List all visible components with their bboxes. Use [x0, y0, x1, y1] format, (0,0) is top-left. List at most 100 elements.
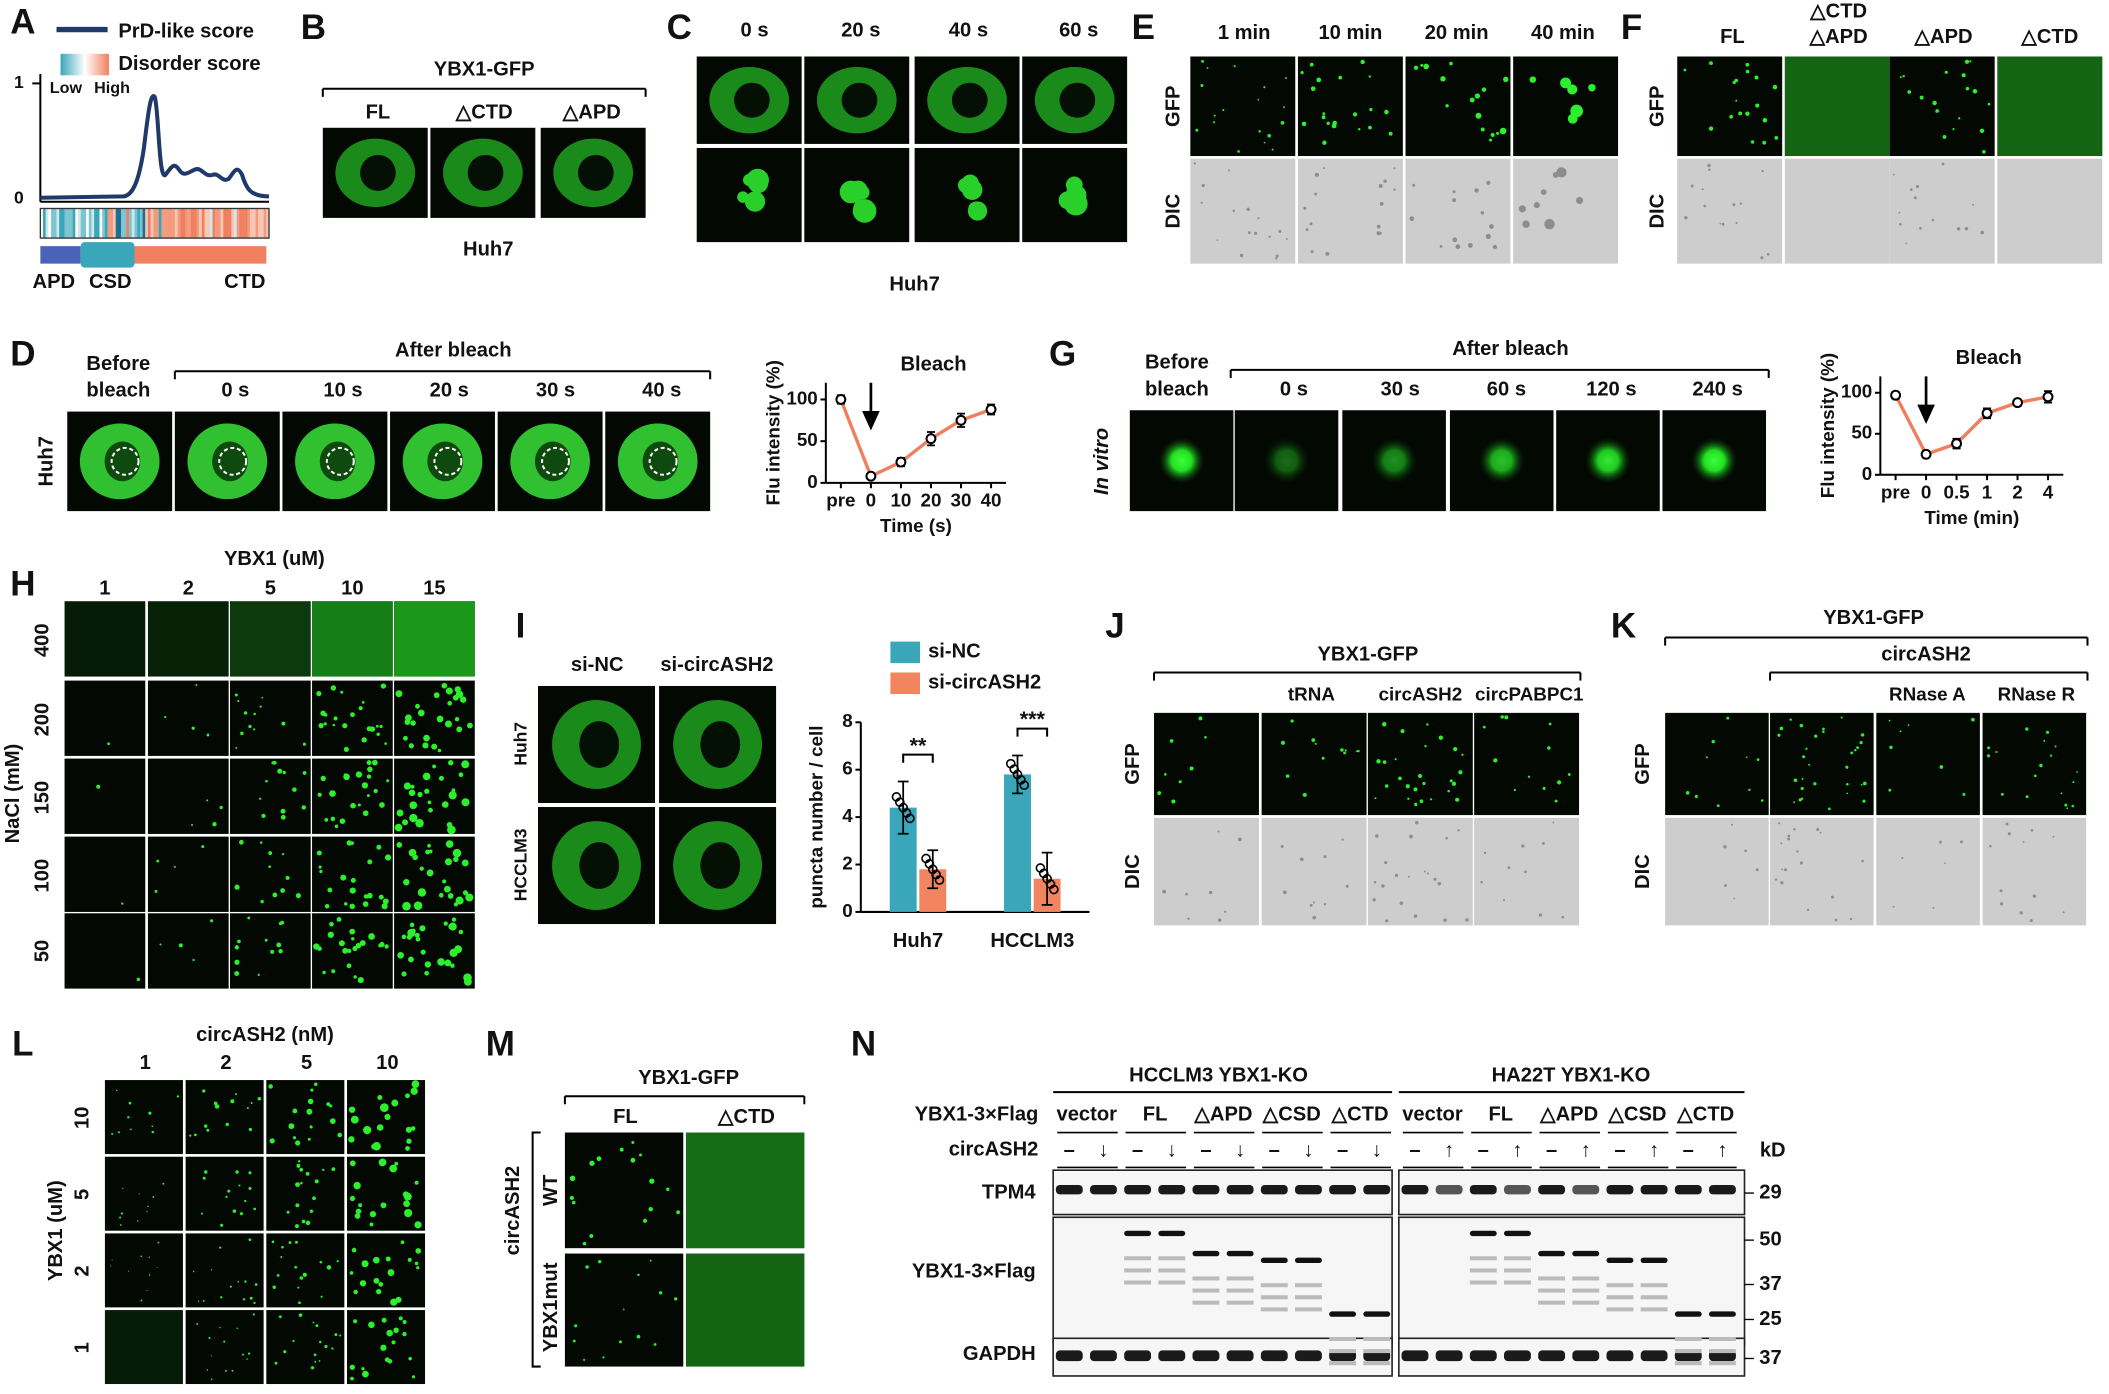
label: –: [1478, 1140, 1489, 1162]
stripe: [99, 208, 103, 239]
droplet: [1522, 220, 1530, 228]
droplet: [1787, 834, 1791, 838]
droplet: [1513, 788, 1516, 792]
image-glow: [312, 601, 393, 677]
stripe: [61, 208, 65, 239]
stripe: [201, 208, 205, 239]
droplet: [210, 919, 214, 923]
droplet: [424, 970, 430, 976]
droplet: [444, 959, 452, 967]
micrograph: [147, 601, 229, 677]
droplet: [154, 889, 158, 893]
image: [147, 601, 229, 677]
micrograph: [804, 147, 910, 243]
droplet: [1257, 98, 1260, 101]
label: 30 s: [1381, 378, 1420, 400]
label: bleach: [1145, 378, 1209, 400]
image: [1261, 817, 1367, 926]
label: circPABPC1: [1475, 683, 1583, 704]
droplet: [276, 1273, 280, 1277]
droplet: [164, 715, 167, 719]
band: [1401, 1184, 1429, 1195]
label: YBX1-3×Flag: [915, 1103, 1039, 1125]
droplet: [162, 1182, 165, 1185]
droplet: [314, 1360, 317, 1363]
droplet: [234, 959, 240, 965]
droplet: [639, 1153, 642, 1157]
image: [1889, 158, 1995, 264]
image: [229, 680, 311, 756]
droplet: [1496, 131, 1500, 135]
nucleus: [578, 154, 614, 191]
droplet: [448, 760, 454, 766]
droplet: [1280, 120, 1285, 125]
micrograph: [1677, 158, 1783, 264]
droplet: [427, 800, 432, 805]
micrograph: [1982, 817, 2087, 926]
droplet: [1548, 722, 1552, 726]
stripe: [177, 208, 181, 239]
micrograph: [394, 680, 475, 756]
label: –: [1683, 1140, 1694, 1162]
droplet: [1275, 254, 1279, 258]
droplet: [1409, 216, 1415, 222]
band-faint: [1329, 1349, 1357, 1354]
droplet: [361, 1260, 369, 1268]
micrograph: [229, 680, 311, 756]
droplet: [1915, 184, 1920, 189]
droplet: [2019, 911, 2023, 915]
image: [1770, 712, 1874, 816]
label: 10: [72, 1107, 94, 1129]
droplet: [1889, 745, 1893, 750]
legend-label: si-circASH2: [928, 672, 1041, 694]
droplet: [361, 782, 369, 789]
droplet: [1905, 242, 1908, 245]
droplet: [254, 1283, 258, 1286]
droplet: [353, 1319, 358, 1324]
droplet: [438, 775, 444, 781]
droplet: [246, 1358, 248, 1360]
droplet: [1814, 734, 1818, 738]
droplet: [278, 1315, 282, 1319]
droplet: [1375, 834, 1379, 838]
stripe: [266, 208, 270, 239]
droplet: [359, 940, 366, 947]
y-tick-label: 100: [786, 387, 817, 408]
micrograph: [347, 1156, 426, 1231]
band: [1401, 1350, 1429, 1362]
droplet: [1413, 914, 1418, 918]
stripe: [190, 208, 194, 239]
droplet: [393, 1327, 399, 1334]
droplet: [1576, 196, 1584, 204]
droplet: [260, 899, 264, 904]
label: 2: [72, 1265, 94, 1276]
droplet: [1861, 859, 1864, 863]
image: [1513, 158, 1619, 264]
droplet: [1793, 801, 1796, 804]
label: 0: [14, 188, 24, 208]
droplet: [239, 1212, 243, 1216]
label: si-circASH2: [660, 654, 773, 676]
y-tick-label: 50: [797, 429, 818, 450]
droplet: [235, 1093, 238, 1096]
droplet: [312, 1321, 315, 1324]
droplet: [1999, 902, 2004, 906]
droplet: [387, 1358, 393, 1364]
droplet: [1310, 250, 1314, 254]
micrograph: [685, 1253, 805, 1367]
bleach-roi: [433, 446, 463, 476]
droplet: [340, 690, 344, 694]
band-faint: [1192, 1300, 1220, 1305]
droplet: [1524, 870, 1527, 874]
droplet: [1500, 715, 1504, 719]
droplet: [1745, 756, 1748, 759]
droplet: [1694, 794, 1698, 799]
image: [104, 1310, 183, 1385]
band: [1329, 1184, 1357, 1195]
droplet: [259, 841, 263, 844]
droplet: [467, 722, 473, 729]
droplet: [1323, 167, 1325, 170]
droplet: [298, 1301, 301, 1305]
x-tick-label: 4: [2043, 482, 2054, 503]
